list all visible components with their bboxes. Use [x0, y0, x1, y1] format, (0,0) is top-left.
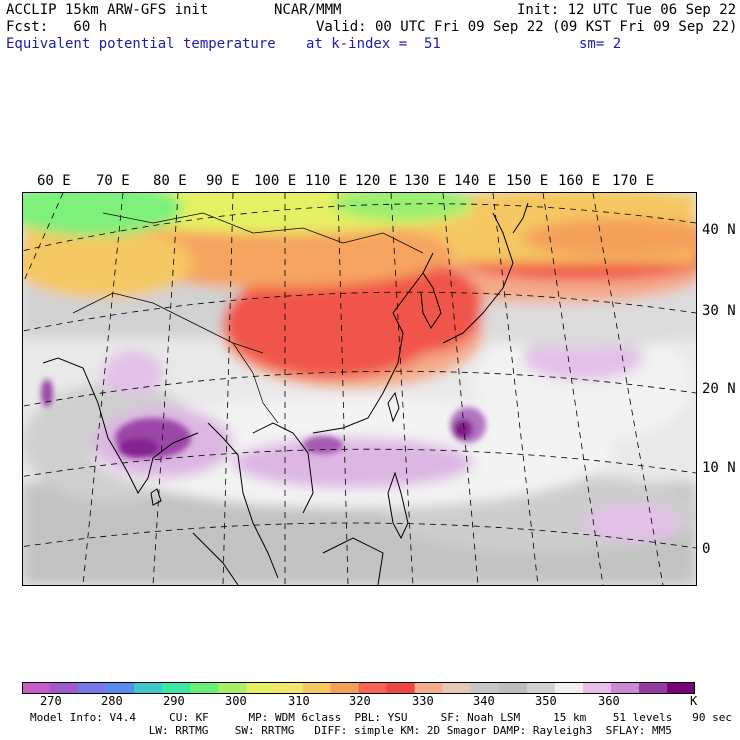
model-info-line2: LW: RRTMG SW: RRTMG DIFF: simple KM: 2D … [56, 724, 672, 737]
lon-label: 100 E [254, 173, 297, 189]
lon-label: 130 E [404, 173, 447, 189]
lon-label: 170 E [612, 173, 655, 189]
colorbar-swatch [666, 682, 695, 694]
colorbar-swatch [50, 682, 79, 694]
colorbar-tick-label: 330 [412, 694, 434, 708]
lon-label: 140 E [454, 173, 497, 189]
colorbar-swatch [386, 682, 416, 694]
colorbar-unit: K [690, 694, 698, 708]
model-title: ACCLIP 15km ARW-GFS init [6, 2, 209, 18]
smoothing-label: sm= 2 [579, 36, 622, 52]
lon-label: 70 E [96, 173, 130, 189]
colorbar-swatch [470, 682, 500, 694]
colorbar-swatch [610, 682, 640, 694]
colorbar-swatch [246, 682, 275, 694]
colorbar-swatch [554, 682, 584, 694]
lon-label: 90 E [206, 173, 240, 189]
colorbar-swatch [22, 682, 51, 694]
lon-label: 60 E [37, 173, 71, 189]
colorbar-swatch [162, 682, 191, 694]
lon-label: 110 E [305, 173, 348, 189]
colorbar-swatch [358, 682, 388, 694]
colorbar-tick-label: 350 [535, 694, 557, 708]
lat-label: 0 [702, 541, 711, 557]
colorbar-swatch [190, 682, 219, 694]
colorbar-swatch [134, 682, 163, 694]
forecast-hour: Fcst: 60 h [6, 19, 108, 35]
colorbar-swatch [78, 682, 107, 694]
colorbar-tick-label: 290 [163, 694, 185, 708]
valid-time: Valid: 00 UTC Fri 09 Sep 22 (09 KST Fri … [316, 19, 738, 35]
weather-map [22, 192, 697, 586]
model-info-line1: Model Info: V4.4 CU: KF MP: WDM 6class P… [30, 711, 732, 724]
colorbar-swatch [638, 682, 668, 694]
init-time: Init: 12 UTC Tue 06 Sep 22 [517, 2, 737, 18]
coastlines [42, 202, 529, 585]
field-name: Equivalent potential temperature [6, 36, 276, 52]
colorbar-frame [22, 682, 695, 694]
lat-label: 10 N [702, 460, 736, 476]
colorbar-swatch [330, 682, 359, 694]
colorbar-swatch [442, 682, 472, 694]
colorbar-tick-label: 360 [598, 694, 620, 708]
colorbar-swatch [582, 682, 612, 694]
colorbar-tick-label: 300 [225, 694, 247, 708]
lon-label: 160 E [558, 173, 601, 189]
colorbar-swatch [106, 682, 135, 694]
colorbar-tick-label: 340 [473, 694, 495, 708]
colorbar-swatch [274, 682, 303, 694]
lon-label: 150 E [506, 173, 549, 189]
colorbar-tick-label: 280 [101, 694, 123, 708]
colorbar-swatch [526, 682, 556, 694]
lat-label: 30 N [702, 303, 736, 319]
level-label: at k-index = 51 [306, 36, 441, 52]
colorbar-tick-label: 310 [288, 694, 310, 708]
lat-label: 40 N [702, 222, 736, 238]
institution-label: NCAR/MMM [274, 2, 342, 18]
colorbar-tick-label: 270 [40, 694, 62, 708]
lon-label: 80 E [153, 173, 187, 189]
colorbar-tick-label: 320 [349, 694, 371, 708]
lon-label: 120 E [355, 173, 398, 189]
colorbar-swatch [302, 682, 331, 694]
lat-label: 20 N [702, 381, 736, 397]
colorbar-swatch [218, 682, 247, 694]
graticule [23, 193, 696, 585]
colorbar [22, 682, 695, 694]
colorbar-swatch [414, 682, 444, 694]
colorbar-swatch [498, 682, 528, 694]
theta-e-field [23, 193, 696, 585]
